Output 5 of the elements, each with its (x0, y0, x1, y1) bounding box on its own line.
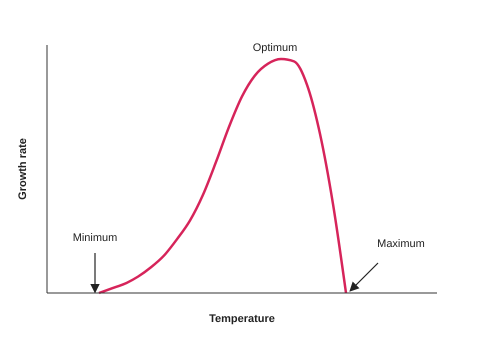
annotation: Maximum (377, 238, 425, 250)
x-axis-title: Temperature (209, 313, 275, 325)
y-axis-title: Growth rate (16, 138, 29, 200)
text: Optimum (252, 42, 298, 54)
annotation: Minimum (72, 232, 118, 244)
